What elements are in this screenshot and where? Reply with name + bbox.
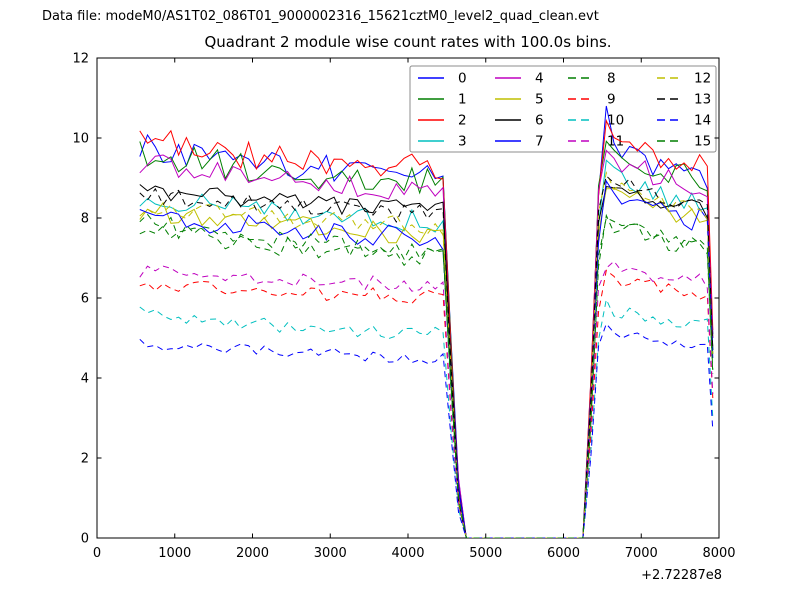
series-line-module-10 [139, 297, 714, 538]
series-line-module-9 [139, 269, 714, 538]
series-line-module-6 [139, 184, 714, 538]
x-tick-label: 7000 [625, 546, 658, 561]
legend-entry-label: 5 [535, 92, 544, 108]
series-line-module-12 [139, 171, 714, 538]
y-tick-label: 6 [81, 292, 89, 307]
legend-entry: 9 [568, 92, 616, 108]
x-tick-label: 2000 [236, 546, 269, 561]
series-line-module-1 [139, 140, 714, 538]
legend-entry-label: 12 [694, 71, 711, 87]
legend-entry: 6 [495, 113, 544, 129]
data-series-group [139, 105, 714, 538]
x-tick-label: 5000 [469, 546, 502, 561]
legend-entry-label: 7 [535, 134, 544, 150]
legend-entry: 3 [418, 134, 467, 150]
legend-entry: 10 [568, 113, 624, 129]
series-line-module-2 [139, 118, 714, 538]
legend-entry-label: 4 [535, 71, 544, 87]
legend-entry: 0 [418, 71, 467, 87]
y-tick-label: 2 [81, 452, 89, 467]
legend-frame [409, 65, 717, 153]
datafile-label: Data file: modeM0/AS1T02_086T01_90000023… [42, 9, 599, 24]
x-tick-label: 8000 [702, 546, 735, 561]
legend-entry-label: 10 [607, 113, 624, 129]
legend-entry: 1 [418, 92, 467, 108]
x-tick-label: 1000 [158, 546, 191, 561]
series-line-module-13 [139, 174, 714, 538]
legend-entry: 14 [657, 113, 711, 129]
series-line-module-7 [139, 179, 714, 538]
legend-entry: 11 [568, 134, 624, 150]
y-tick-label: 0 [81, 532, 89, 547]
series-line-module-14 [139, 322, 714, 538]
legend-entry-label: 13 [694, 92, 711, 108]
x-tick-label: 4000 [391, 546, 424, 561]
chart-title: Quadrant 2 module wise count rates with … [204, 33, 611, 51]
tick-marks: 0 1000 2000 3000 4000 5000 6000 7000 80000246810… [72, 52, 735, 562]
x-tick-label: 3000 [314, 546, 347, 561]
legend-entry-label: 1 [458, 92, 467, 108]
series-line-module-15 [139, 213, 714, 538]
x-tick-label: 6000 [547, 546, 580, 561]
y-tick-label: 8 [81, 212, 89, 227]
series-line-module-8 [139, 213, 714, 538]
legend-entry-label: 9 [607, 92, 616, 108]
legend-entry-label: 11 [607, 134, 624, 150]
legend-entry-label: 0 [458, 71, 467, 87]
legend-entry: 4 [495, 71, 544, 87]
series-line-module-11 [139, 260, 714, 538]
legend-entry: 13 [657, 92, 711, 108]
y-tick-label: 4 [81, 372, 89, 387]
legend-entry-label: 6 [535, 113, 544, 129]
legend-entry-label: 3 [458, 134, 467, 150]
x-tick-label: 0 [93, 546, 101, 561]
series-line-module-0 [139, 105, 714, 538]
legend-entry: 2 [418, 113, 467, 129]
legend-entry-label: 14 [694, 113, 711, 129]
legend-entry-label: 15 [694, 134, 711, 150]
legend-entry-label: 2 [458, 113, 467, 129]
y-tick-label: 10 [72, 132, 89, 147]
legend-entry: 12 [657, 71, 711, 87]
x-axis-offset-label: +2.72287e8 [641, 568, 722, 583]
y-tick-label: 12 [72, 52, 89, 67]
series-line-module-4 [139, 149, 714, 538]
legend-entry: 5 [495, 92, 544, 108]
legend-entry: 15 [657, 134, 711, 150]
legend-entry-label: 8 [607, 71, 616, 87]
legend-entry: 8 [568, 71, 616, 87]
legend-entry: 7 [495, 134, 544, 150]
